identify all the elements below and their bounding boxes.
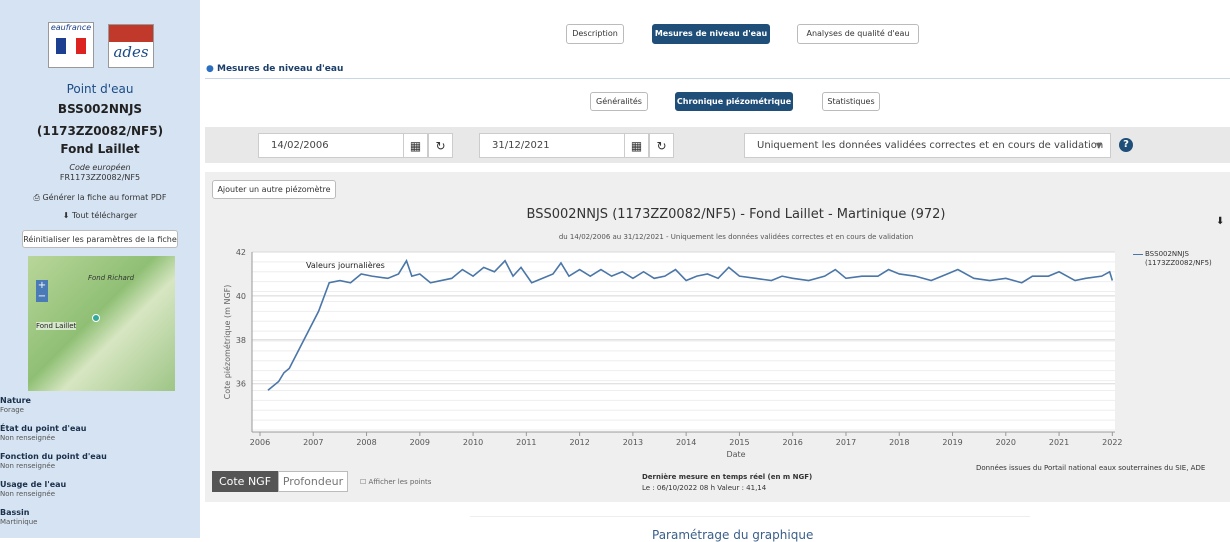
reset-date[interactable]: ↻	[649, 133, 674, 158]
validation-select[interactable]: Uniquement les données validées correcte…	[744, 133, 1111, 158]
y-axis-label: Cote piézométrique (m NGF)	[222, 285, 232, 400]
x-tick-label: 2020	[996, 438, 1016, 447]
divider	[205, 78, 1230, 79]
reset-date[interactable]: ↻	[428, 133, 453, 158]
x-tick-label: 2008	[356, 438, 376, 447]
source: Données issues du Portail national eaux …	[976, 464, 1206, 472]
heading: Point d'eau	[66, 82, 134, 96]
property-value: Non renseignée	[0, 490, 56, 498]
start-date[interactable]: 14/02/2006	[258, 133, 404, 158]
tab[interactable]: Analyses de qualité d'eau	[797, 24, 919, 44]
label: Générer la fiche au format PDF	[42, 193, 167, 202]
property-label: Usage de l'eau	[0, 480, 67, 489]
x-tick-label: 2018	[889, 438, 909, 447]
x-tick-label: 2016	[783, 438, 803, 447]
x-tick-label: 2019	[942, 438, 962, 447]
logo-text: eaufrance	[50, 23, 92, 32]
x-tick-label: 2007	[303, 438, 323, 447]
legend[interactable]: BSS002NNJS (1173ZZ0082/NF5)	[1133, 250, 1230, 268]
y-tick-label: 38	[236, 336, 246, 345]
calendar[interactable]: ▦	[403, 133, 428, 158]
chart-subtitle: du 14/02/2006 au 31/12/2021 - Uniquement…	[559, 233, 913, 241]
flag	[56, 38, 86, 54]
chart: BSS002NNJS (1173ZZ0082/NF5) - Fond Laill…	[222, 207, 1224, 459]
euro-label: Code européen	[69, 163, 131, 172]
x-tick-label: 2006	[250, 438, 270, 447]
y-tick-label: 42	[236, 248, 246, 257]
logo-eaufrance: eaufrance	[48, 22, 94, 68]
x-tick-label: 2010	[463, 438, 483, 447]
sidebar: eaufrance ades Point d'eau BSS002NNJS (1…	[0, 0, 200, 538]
y-tick-label: 36	[236, 380, 246, 389]
chart-title: BSS002NNJS (1173ZZ0082/NF5) - Fond Laill…	[527, 207, 946, 222]
toggle[interactable]: Profondeur	[278, 471, 348, 492]
legend-label: BSS002NNJS (1173ZZ0082/NF5)	[1145, 250, 1212, 267]
map-label: Fond Richard	[88, 274, 135, 282]
code-alt: (1173ZZ0082/NF5)	[36, 124, 164, 138]
x-tick-label: 2013	[623, 438, 643, 447]
end-date[interactable]: 31/12/2021	[479, 133, 625, 158]
last-measure-title: Dernière mesure en temps réel (en m NGF)	[642, 473, 813, 481]
name: Fond Laillet	[60, 142, 140, 156]
annotation: Valeurs journalières	[306, 260, 385, 270]
tab[interactable]: Description	[566, 24, 624, 44]
property-label: Fonction du point d'eau	[0, 452, 107, 461]
logo-text: ades	[113, 43, 149, 61]
property-value: Non renseignée	[0, 462, 56, 470]
tab-active[interactable]: Mesures de niveau d'eau	[652, 24, 770, 44]
help-icon[interactable]: ?	[1119, 138, 1133, 152]
calendar[interactable]: ▦	[624, 133, 649, 158]
last-measure-detail: Le : 06/10/2022 08 h Valeur : 41,14	[642, 484, 767, 492]
x-tick-label: 2009	[410, 438, 430, 447]
subtab-active[interactable]: Chronique piézométrique	[675, 92, 793, 111]
label: Uniquement les données validées correcte…	[757, 140, 1104, 151]
toggle-active[interactable]: Cote NGF	[212, 471, 278, 492]
x-tick-label: 2017	[836, 438, 856, 447]
download-icon[interactable]: ⬇	[1216, 216, 1224, 227]
x-tick-label: 2011	[516, 438, 536, 447]
section-title: ● Mesures de niveau d'eau	[206, 64, 344, 74]
x-tick-label: 2015	[729, 438, 749, 447]
y-tick-label: 40	[236, 292, 246, 301]
property-value: Martinique	[0, 518, 38, 526]
legend-swatch	[1133, 254, 1143, 255]
property-value: Non renseignée	[0, 434, 56, 442]
property-value: Forage	[0, 406, 24, 414]
code: BSS002NNJS	[57, 102, 143, 116]
series-line	[267, 258, 1114, 391]
label: Afficher les points	[368, 478, 432, 486]
euro-code: FR1173ZZ0082/NF5	[59, 173, 141, 182]
divider	[470, 516, 1030, 517]
x-tick-label: 2021	[1049, 438, 1069, 447]
map-marker	[92, 314, 100, 322]
plot-area	[252, 252, 1115, 432]
x-tick-label: 2012	[569, 438, 589, 447]
map[interactable]: Fond Richard Fond Laillet + −	[28, 256, 175, 391]
download-link[interactable]: ⬇ Tout télécharger	[62, 211, 138, 220]
property-label: Bassin	[0, 508, 30, 517]
zoom-controls[interactable]: + −	[36, 280, 48, 302]
pdf-link[interactable]: ⎙ Générer la fiche au format PDF	[33, 193, 167, 202]
x-axis-label: Date	[726, 450, 745, 459]
label: Mesures de niveau d'eau	[217, 64, 344, 74]
subtab[interactable]: Statistiques	[822, 92, 880, 111]
add-button[interactable]: Ajouter un autre piézomètre	[212, 180, 336, 199]
property-label: État du point d'eau	[0, 424, 87, 433]
points-checkbox[interactable]: ☐ Afficher les points	[360, 478, 432, 486]
label: Tout télécharger	[72, 211, 138, 220]
subtab[interactable]: Généralités	[590, 92, 648, 111]
map-label: Fond Laillet	[36, 322, 77, 330]
x-tick-label: 2022	[1102, 438, 1122, 447]
property-label: Nature	[0, 396, 31, 405]
x-tick-label: 2014	[676, 438, 696, 447]
reset-button[interactable]: Réinitialiser les paramètres de la fiche	[22, 230, 178, 248]
logo-ades: ades	[108, 24, 154, 68]
settings-title: Paramétrage du graphique	[652, 528, 814, 542]
